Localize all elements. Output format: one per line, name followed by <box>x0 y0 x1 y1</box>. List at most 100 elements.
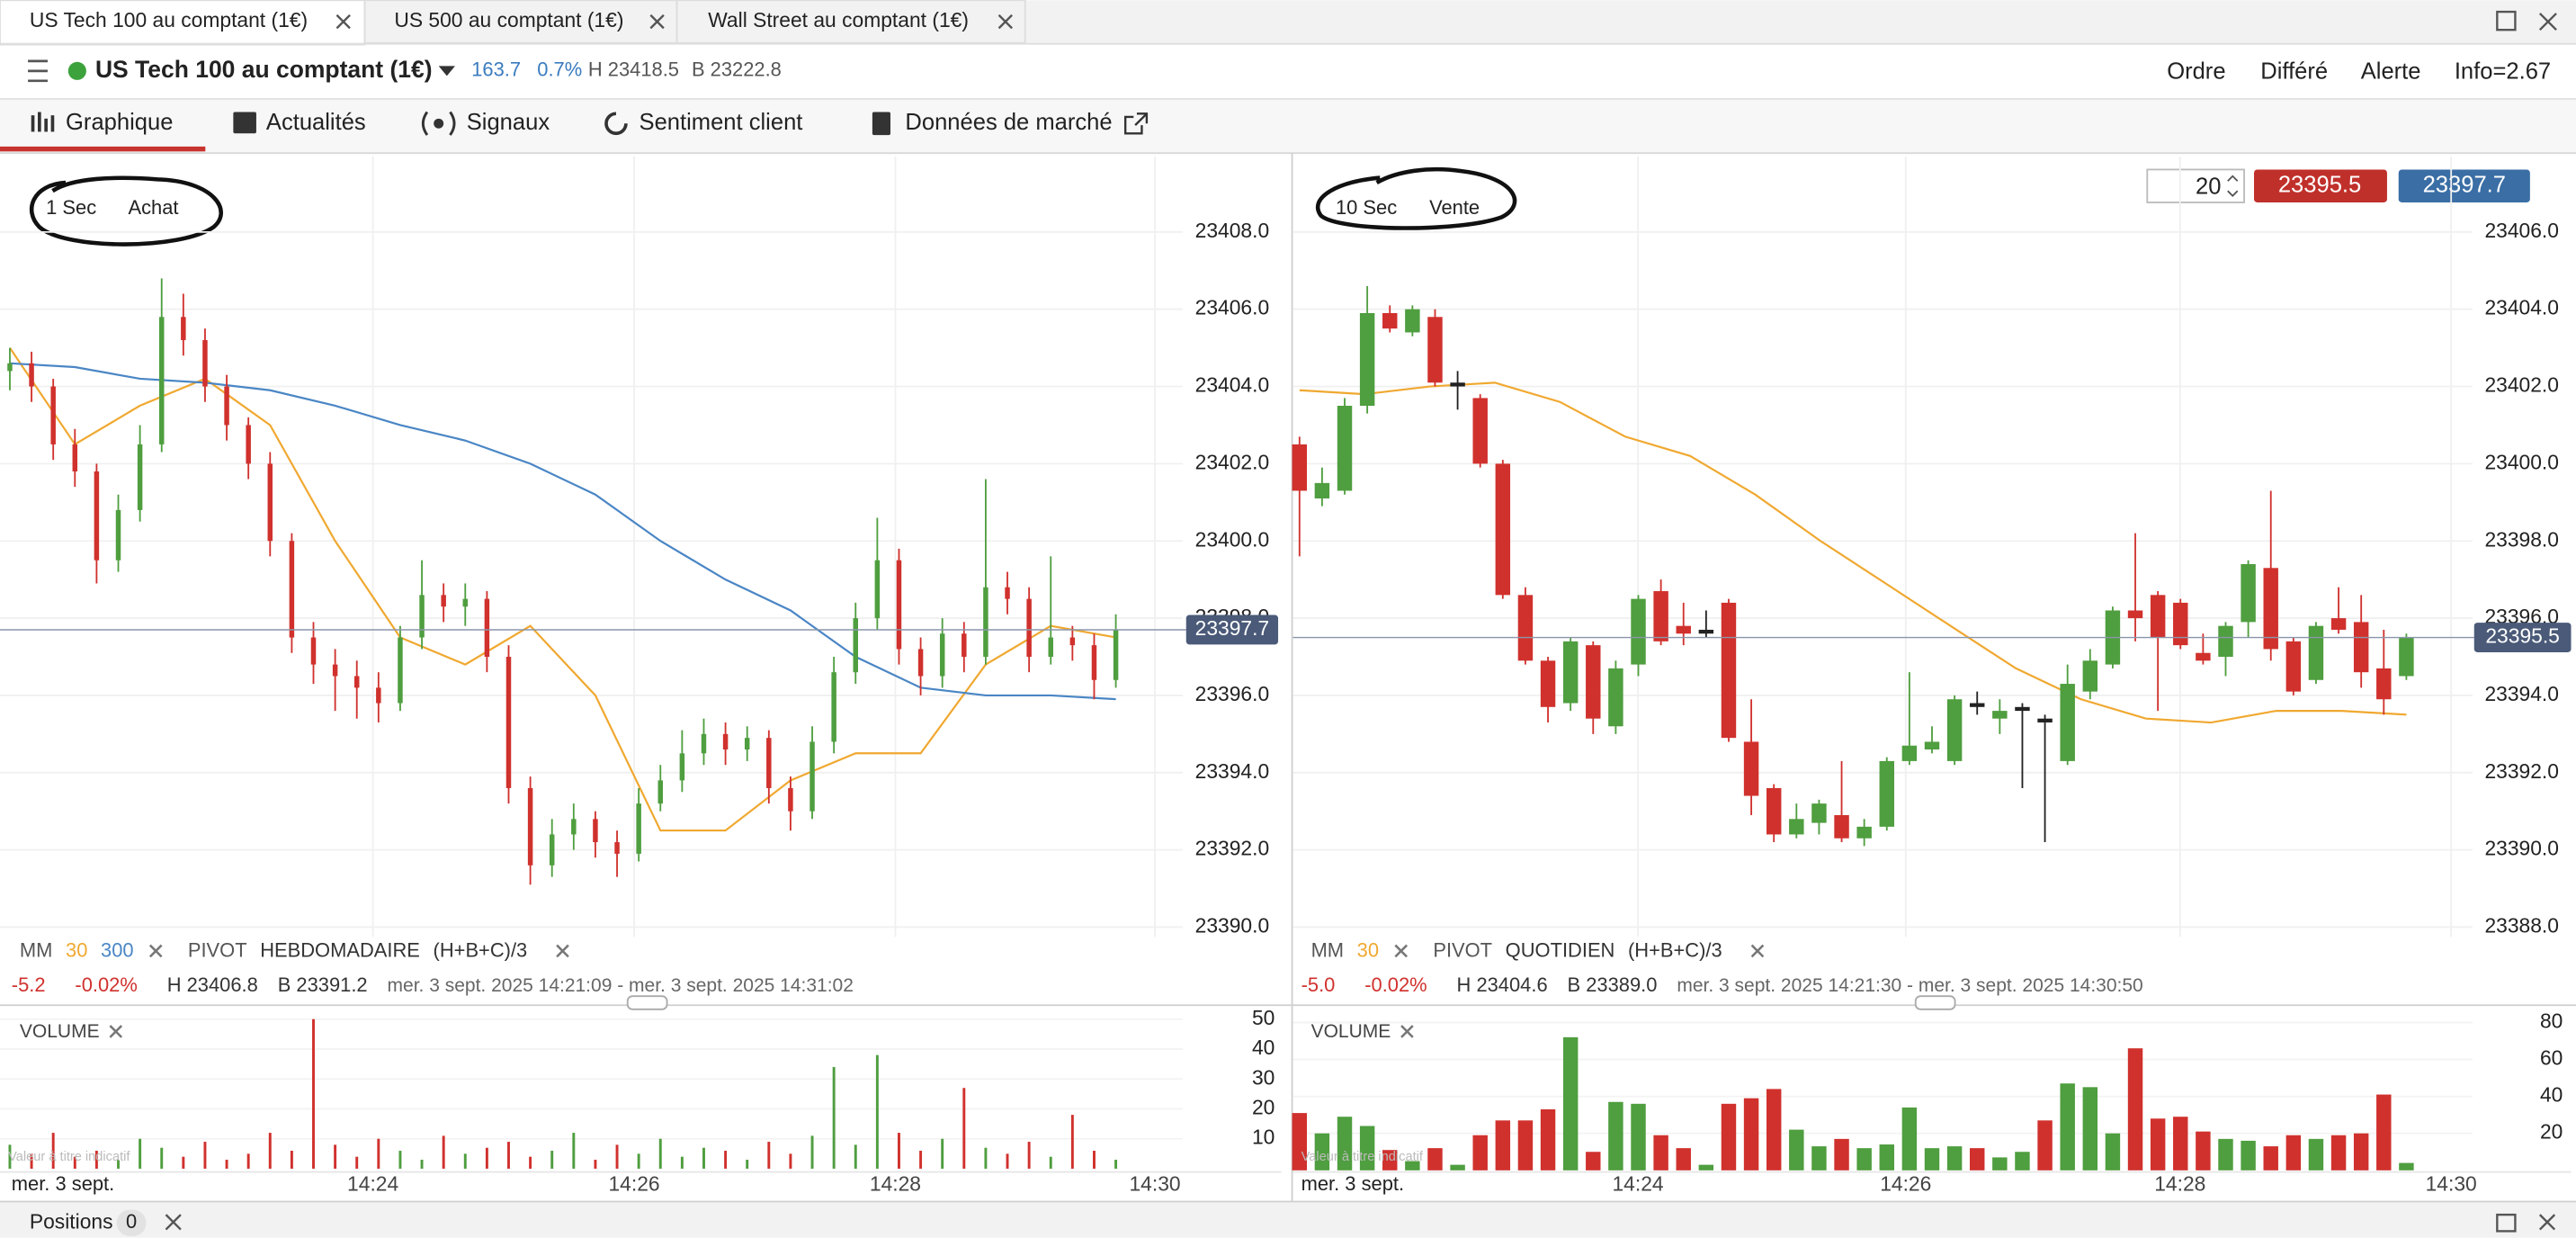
nav-tab[interactable]: Données de marché <box>905 110 1112 135</box>
volume-bar <box>832 1066 836 1169</box>
y-tick-label: 23388.0 <box>2484 914 2559 937</box>
volume-bar <box>2218 1138 2233 1171</box>
menu-icon[interactable] <box>28 59 48 83</box>
y-tick-label: 23402.0 <box>1195 450 1270 473</box>
volume-bar <box>875 1054 879 1169</box>
volume-bar <box>268 1133 272 1169</box>
nav-tab[interactable]: Sentiment client <box>640 110 803 135</box>
candle-body <box>917 649 924 677</box>
low: B 23222.8 <box>692 58 782 81</box>
positions-label[interactable]: Positions <box>30 1209 113 1233</box>
volume-bar <box>1114 1160 1118 1169</box>
volume-tick-label: 40 <box>2540 1083 2563 1107</box>
y-tick-label: 23406.0 <box>1195 296 1270 319</box>
candle-body <box>962 633 967 658</box>
stat-range: mer. 3 sept. 2025 14:21:09 - mer. 3 sept… <box>388 975 854 996</box>
nav-tab[interactable]: Actualités <box>266 110 366 135</box>
interval: 10 Sec <box>1336 196 1397 219</box>
interval[interactable]: 1 Sec <box>46 196 96 219</box>
stat-high: H 23406.8 <box>167 973 258 996</box>
stat-low: B 23389.0 <box>1568 973 1658 996</box>
legend-label: PIVOT <box>188 939 247 962</box>
candle-body <box>398 637 403 704</box>
y-tick-label: 23400.0 <box>1195 527 1270 551</box>
dropdown-arrow[interactable] <box>438 66 455 76</box>
change: 163.7 <box>471 58 521 81</box>
remove-icon[interactable] <box>1750 944 1765 958</box>
resize-handle[interactable] <box>1914 995 1956 1010</box>
stat-range: mer. 3 sept. 2025 14:21:30 - mer. 3 sept… <box>1677 975 2142 996</box>
volume-tick-label: 50 <box>1252 1006 1275 1029</box>
remove-icon[interactable] <box>1400 1025 1414 1038</box>
candle-body <box>2015 706 2030 712</box>
volume-bar <box>2082 1087 2098 1171</box>
quantity: 20 <box>2196 174 2221 199</box>
candle-body <box>788 787 793 812</box>
volume-bar <box>1027 1142 1031 1169</box>
volume-bar <box>529 1156 532 1169</box>
volume-bar <box>2060 1083 2075 1171</box>
ma-period: 30 <box>1357 939 1379 962</box>
buy-price: 23397.7 <box>2423 172 2506 197</box>
stat-change-pct: -0.02% <box>75 973 137 996</box>
candle-body <box>657 780 664 804</box>
moving-average <box>9 347 1116 832</box>
remove-icon[interactable] <box>148 944 163 958</box>
volume-tick-label: 20 <box>1252 1096 1275 1119</box>
action-button[interactable]: Alerte <box>2361 58 2421 84</box>
action-button[interactable]: Différé <box>2260 58 2328 84</box>
candle-body <box>1069 637 1076 646</box>
volume-bar <box>1946 1146 1963 1171</box>
candle-body <box>1048 637 1053 658</box>
positions-count: 0 <box>126 1210 137 1233</box>
candle-body <box>462 598 469 607</box>
volume-bar <box>1405 1161 1420 1171</box>
resize-handle[interactable] <box>626 995 668 1010</box>
volume-bar <box>2150 1118 2166 1171</box>
tab-label: US Tech 100 au comptant (1€) <box>30 8 308 31</box>
volume-bar <box>1292 1113 1308 1171</box>
candle-body <box>2308 625 2324 680</box>
stat-high: H 23404.6 <box>1457 973 1548 996</box>
sell-price: 23395.5 <box>2278 172 2361 197</box>
candle-body <box>1495 463 1511 596</box>
volume-bar <box>2127 1048 2143 1171</box>
y-tick-label: 23406.0 <box>2484 219 2559 242</box>
volume-bar <box>724 1151 728 1169</box>
candle-body <box>549 834 555 866</box>
action-button[interactable]: Ordre <box>2167 58 2225 84</box>
action-button[interactable]: Info=2.67 <box>2455 58 2551 84</box>
candle-body <box>2037 718 2053 722</box>
candle-body <box>1005 587 1010 599</box>
side[interactable]: Achat <box>128 196 178 219</box>
nav-tab[interactable]: Signaux <box>467 110 550 135</box>
instrument-title: US Tech 100 au comptant (1€) <box>95 56 433 83</box>
candle-body <box>246 425 251 464</box>
candle-body <box>1337 406 1353 491</box>
volume-bar <box>290 1151 293 1169</box>
volume-bar <box>1472 1135 1488 1171</box>
volume-bar <box>485 1147 488 1169</box>
candle-body <box>2376 668 2392 700</box>
remove-icon[interactable] <box>1394 944 1409 958</box>
x-tick-label: 14:26 <box>608 1171 659 1195</box>
tab[interactable] <box>675 0 1026 44</box>
sell-button[interactable] <box>2254 169 2387 202</box>
volume-bar <box>2037 1120 2053 1171</box>
nav-tab[interactable]: Graphique <box>66 110 173 135</box>
remove-icon[interactable] <box>556 944 569 958</box>
footer-bar <box>0 1201 2576 1238</box>
buy-button[interactable] <box>2398 169 2530 202</box>
remove-icon[interactable] <box>109 1025 123 1038</box>
candle-body <box>1879 760 1894 827</box>
candle-body <box>1992 711 2008 719</box>
volume-bar <box>789 1153 792 1169</box>
volume-title: VOLUME <box>20 1021 100 1042</box>
quantity-input[interactable] <box>2146 168 2245 203</box>
spinner[interactable] <box>2227 175 2239 197</box>
candle-body <box>1517 595 1534 661</box>
volume-bar <box>420 1160 424 1169</box>
side: Vente <box>1429 196 1480 219</box>
volume-bar <box>73 1156 76 1169</box>
